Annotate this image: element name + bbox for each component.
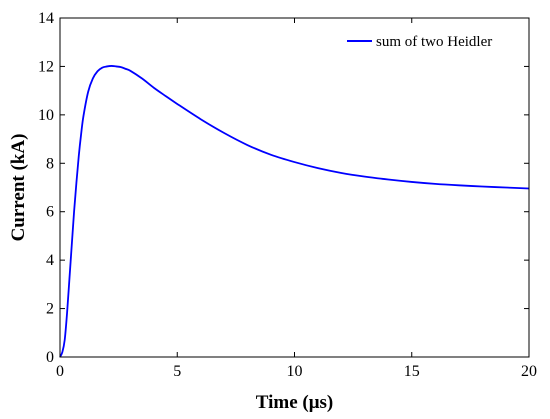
x-axis-ticks: 0 5 10 15 20: [56, 18, 537, 380]
y-tick-label: 10: [38, 107, 54, 124]
y-tick-label: 12: [38, 58, 54, 75]
plot-frame: [59, 17, 530, 358]
x-tick-label: 15: [404, 363, 420, 380]
legend: sum of two Heidler: [347, 34, 492, 50]
x-tick-label: 0: [56, 363, 64, 380]
y-axis-ticks: 0 2 4 6 8 10 12 14: [38, 10, 529, 366]
x-tick-label: 20: [521, 363, 537, 380]
y-tick-label: 0: [46, 349, 54, 366]
x-tick-label: 5: [173, 363, 181, 380]
plot-content: [59, 65, 530, 358]
x-tick-label: 10: [287, 363, 303, 380]
y-tick-label: 14: [38, 10, 54, 27]
y-tick-label: 2: [46, 301, 54, 318]
legend-label: sum of two Heidler: [376, 34, 492, 50]
y-tick-label: 8: [46, 155, 54, 172]
y-tick-label: 6: [46, 204, 54, 221]
y-axis-label: Current (kA): [8, 134, 29, 242]
y-tick-label: 4: [46, 252, 54, 269]
x-axis-label: Time (μs): [256, 392, 333, 413]
series-line: [59, 65, 530, 358]
